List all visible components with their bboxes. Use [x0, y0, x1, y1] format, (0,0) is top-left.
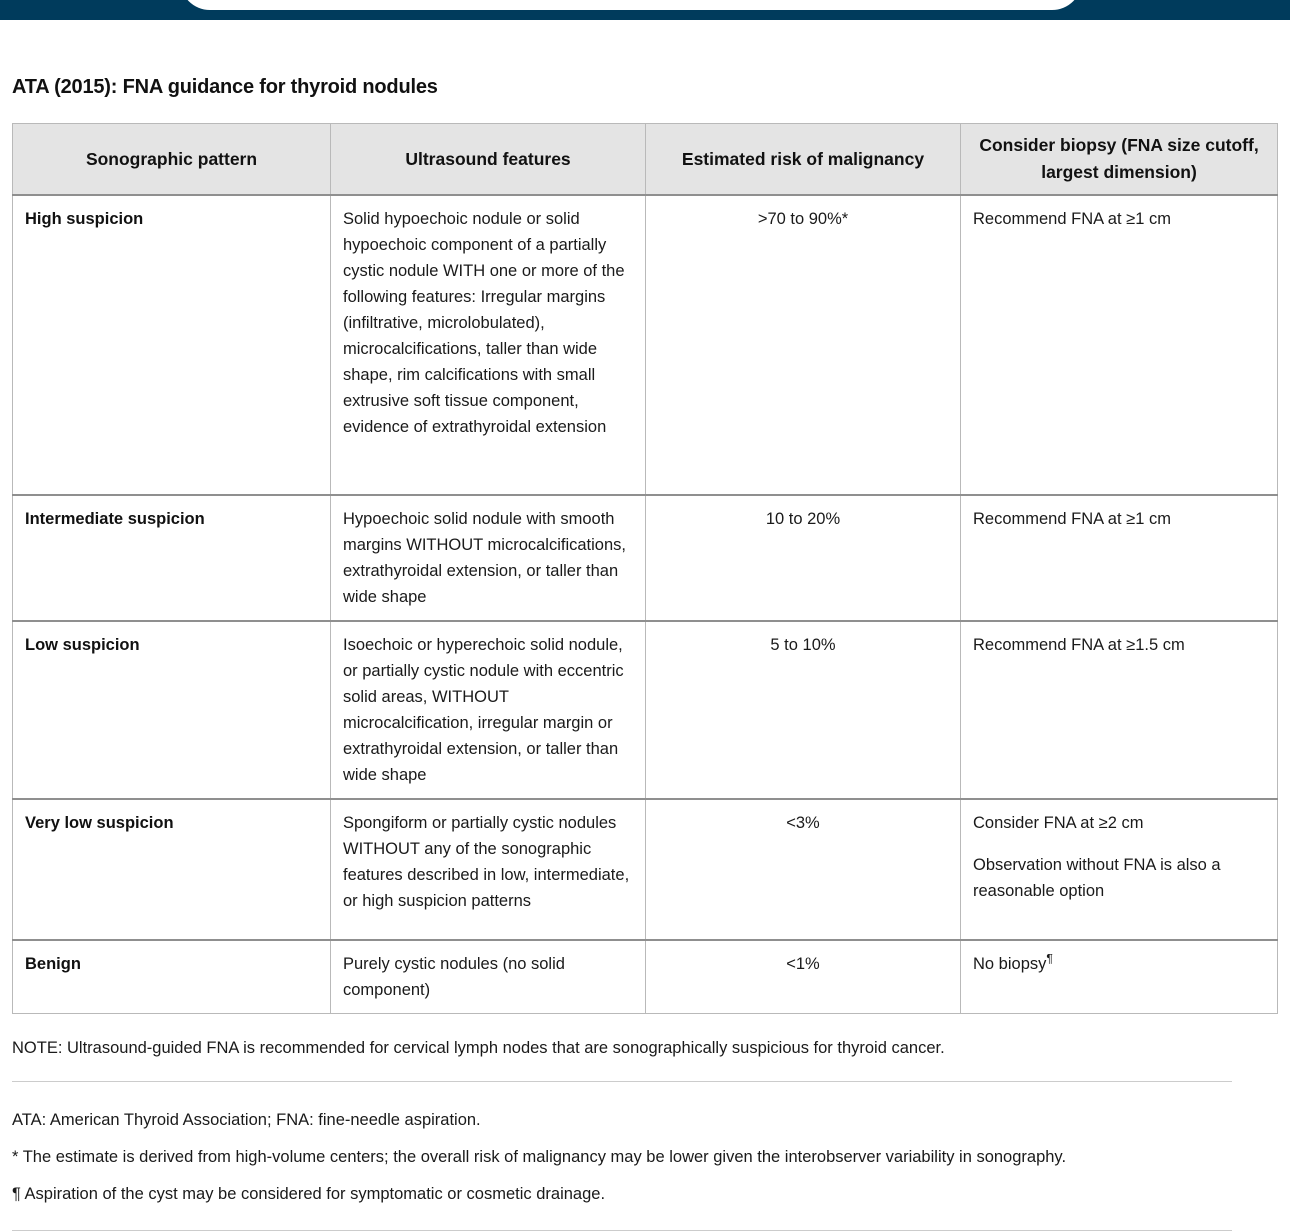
- table-row: Very low suspicion Spongiform or partial…: [12, 799, 1278, 941]
- pattern-cell: Benign: [12, 940, 331, 1014]
- features-cell: Solid hypoechoic nodule or solid hypoech…: [330, 195, 646, 496]
- table-row: Low suspicion Isoechoic or hyperechoic s…: [12, 621, 1278, 800]
- risk-cell: <3%: [645, 799, 961, 941]
- col-header-ultrasound-features: Ultrasound features: [330, 123, 646, 196]
- biopsy-cell: No biopsy¶: [960, 940, 1278, 1014]
- pattern-cell: Intermediate suspicion: [12, 495, 331, 622]
- biopsy-cell: Recommend FNA at ≥1.5 cm: [960, 621, 1278, 800]
- divider: [12, 1081, 1232, 1082]
- features-cell: Hypoechoic solid nodule with smooth marg…: [330, 495, 646, 622]
- biopsy-recommendation: Recommend FNA at ≥1 cm: [973, 210, 1171, 228]
- features-cell: Purely cystic nodules (no solid componen…: [330, 940, 646, 1014]
- table-row: Benign Purely cystic nodules (no solid c…: [12, 940, 1278, 1014]
- table-header: Sonographic pattern Ultrasound features …: [12, 123, 1278, 196]
- address-bar-remnant[interactable]: [180, 0, 1082, 10]
- browser-top-bar: [0, 0, 1290, 20]
- table-row: Intermediate suspicion Hypoechoic solid …: [12, 495, 1278, 622]
- biopsy-recommendation: Recommend FNA at ≥1.5 cm: [973, 636, 1185, 654]
- risk-cell: <1%: [645, 940, 961, 1014]
- pattern-cell: Low suspicion: [12, 621, 331, 800]
- abbreviations-footnote: ATA: American Thyroid Association; FNA: …: [12, 1111, 481, 1129]
- col-header-sonographic-pattern: Sonographic pattern: [12, 123, 331, 196]
- pilcrow-footnote: ¶ Aspiration of the cyst may be consider…: [12, 1185, 606, 1203]
- document-body: ATA (2015): FNA guidance for thyroid nod…: [12, 76, 1278, 1231]
- pattern-cell: High suspicion: [12, 195, 331, 496]
- note-text: NOTE: Ultrasound-guided FNA is recommend…: [12, 1039, 945, 1057]
- features-cell: Isoechoic or hyperechoic solid nodule, o…: [330, 621, 646, 800]
- page-title: ATA (2015): FNA guidance for thyroid nod…: [12, 76, 438, 98]
- biopsy-cell: Recommend FNA at ≥1 cm: [960, 195, 1278, 496]
- biopsy-recommendation: Recommend FNA at ≥1 cm: [973, 510, 1171, 528]
- pilcrow-footnote-marker: ¶: [1046, 951, 1053, 966]
- biopsy-recommendation: Consider FNA at ≥2 cm: [973, 814, 1144, 832]
- table-row: High suspicion Solid hypoechoic nodule o…: [12, 195, 1278, 496]
- fna-guidance-table: Sonographic pattern Ultrasound features …: [12, 123, 1278, 1014]
- biopsy-cell: Consider FNA at ≥2 cm Observation withou…: [960, 799, 1278, 941]
- asterisk-footnote: * The estimate is derived from high-volu…: [12, 1148, 1067, 1166]
- risk-cell: >70 to 90%*: [645, 195, 961, 496]
- biopsy-alternative: Observation without FNA is also a reason…: [973, 856, 1221, 900]
- pattern-cell: Very low suspicion: [12, 799, 331, 941]
- biopsy-recommendation: No biopsy¶: [973, 951, 1053, 974]
- risk-cell: 10 to 20%: [645, 495, 961, 622]
- risk-cell: 5 to 10%: [645, 621, 961, 800]
- col-header-estimated-risk: Estimated risk of malignancy: [645, 123, 961, 196]
- col-header-consider-biopsy: Consider biopsy (FNA size cutoff, larges…: [960, 123, 1278, 196]
- biopsy-cell: Recommend FNA at ≥1 cm: [960, 495, 1278, 622]
- features-cell: Spongiform or partially cystic nodules W…: [330, 799, 646, 941]
